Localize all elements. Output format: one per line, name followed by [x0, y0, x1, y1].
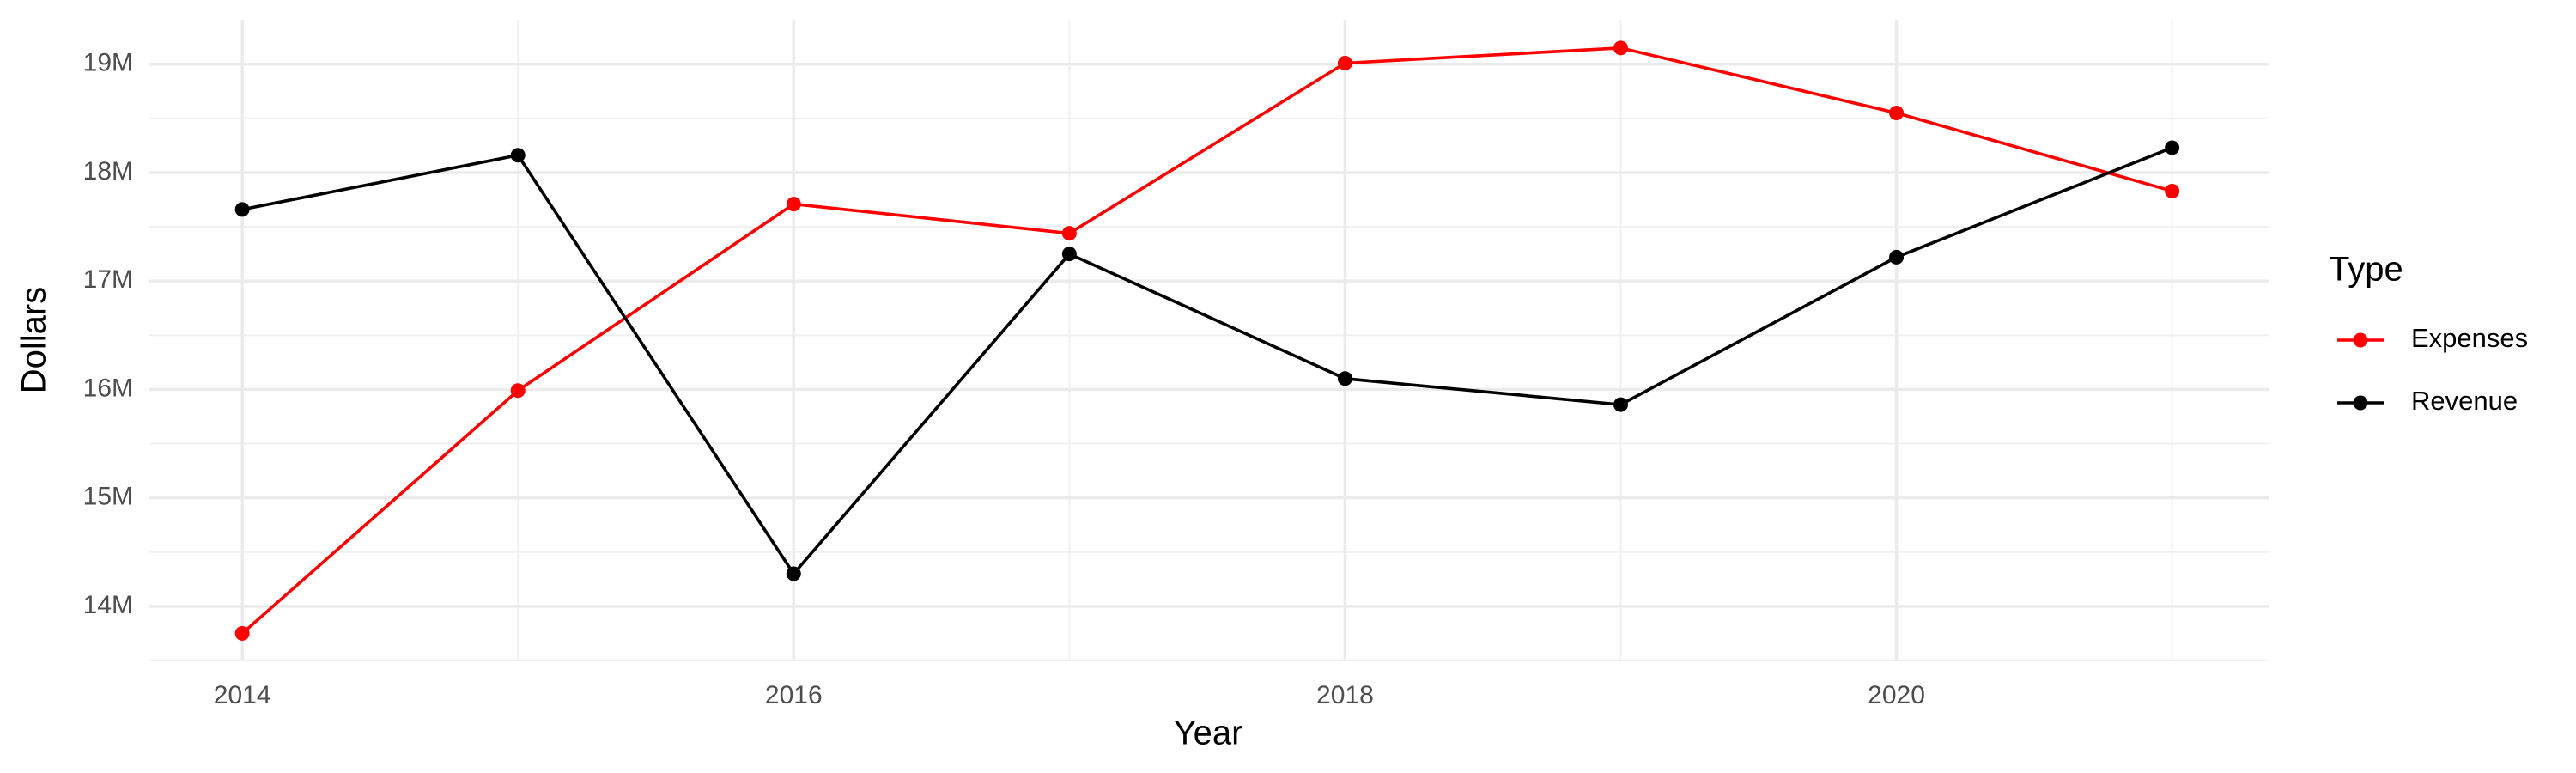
x-tick-label: 2018 — [1316, 681, 1374, 709]
data-point — [234, 625, 250, 641]
y-tick-label: 14M — [83, 591, 133, 619]
legend-swatch-point — [2353, 332, 2368, 348]
data-point — [234, 202, 250, 217]
y-tick-label: 18M — [83, 157, 133, 186]
data-point — [2165, 183, 2180, 198]
x-tick-label: 2020 — [1868, 681, 1925, 709]
data-point — [1889, 106, 1905, 121]
x-tick-label: 2014 — [214, 681, 271, 709]
y-tick-label: 17M — [83, 265, 133, 294]
legend-title: Type — [2329, 251, 2403, 289]
data-point — [1061, 247, 1077, 262]
data-point — [510, 383, 526, 399]
data-point — [786, 566, 801, 581]
y-tick-label: 16M — [83, 374, 133, 402]
data-point — [1889, 249, 1905, 265]
data-point — [1613, 40, 1628, 56]
legend-label: Expenses — [2411, 323, 2528, 353]
series-line — [241, 146, 2173, 576]
x-tick-label: 2016 — [765, 681, 823, 709]
legend-swatch-point — [2353, 395, 2368, 411]
data-point — [510, 148, 526, 163]
data-point — [786, 197, 801, 212]
y-axis-title: Dollars — [15, 287, 53, 393]
y-tick-label: 15M — [83, 483, 133, 511]
data-point — [1337, 55, 1352, 70]
legend-label: Revenue — [2411, 386, 2518, 416]
data-point — [1061, 226, 1077, 241]
x-axis-title: Year — [1174, 715, 1243, 752]
series-line — [240, 46, 2173, 635]
data-point — [2165, 140, 2180, 155]
data-point — [1613, 397, 1628, 412]
y-tick-label: 19M — [83, 49, 133, 77]
data-point — [1337, 371, 1352, 386]
